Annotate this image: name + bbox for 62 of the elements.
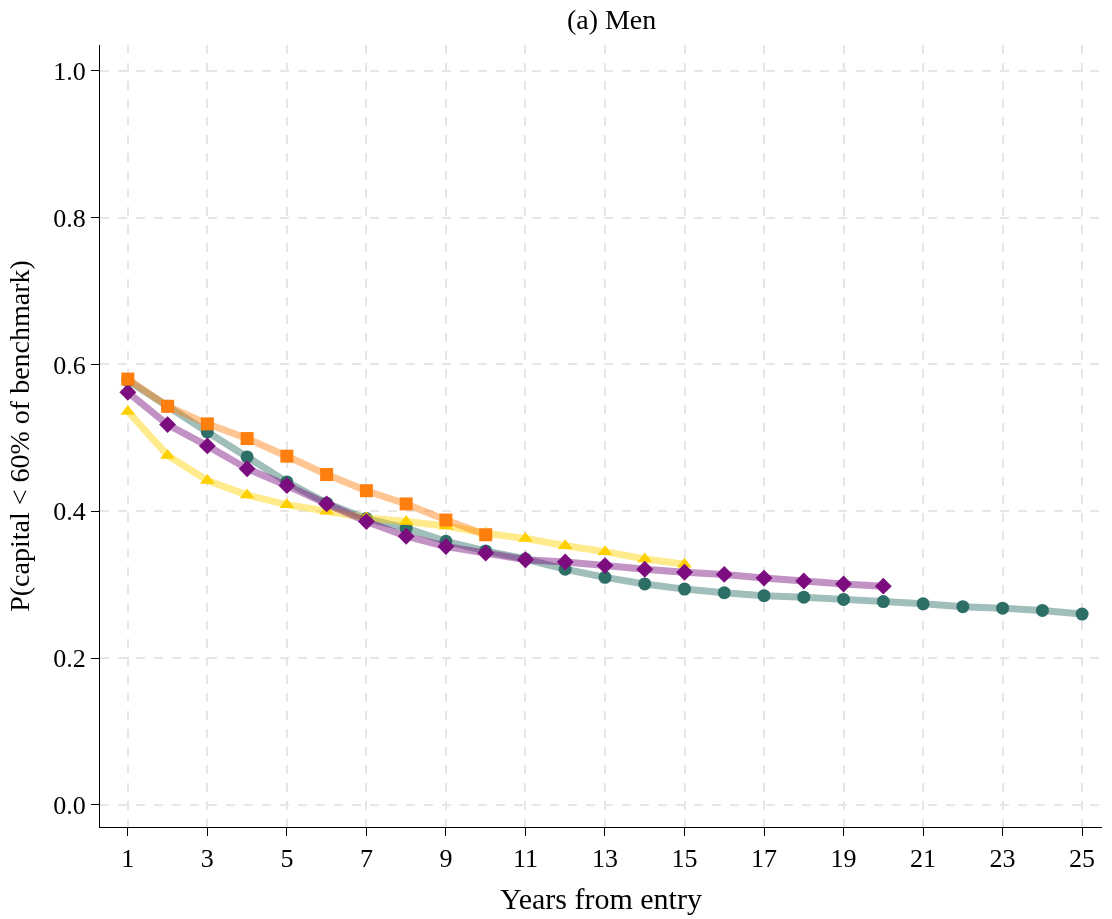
point — [439, 513, 453, 527]
point — [636, 560, 654, 578]
point — [556, 553, 574, 571]
chart-title: (a) Men — [566, 3, 657, 35]
y-tick-label: 0.0 — [53, 791, 86, 821]
point — [399, 497, 413, 511]
point — [397, 527, 415, 545]
y-axis-title: P(capital < 60% of benchmark) — [4, 260, 35, 612]
point — [876, 595, 890, 609]
point — [717, 586, 731, 600]
x-tick-label: 9 — [439, 844, 453, 874]
x-tick-label: 25 — [1069, 844, 1096, 874]
point — [676, 563, 693, 581]
y-tick-label: 0.6 — [53, 350, 86, 380]
y-tick-label: 0.4 — [53, 497, 86, 527]
point — [956, 600, 970, 614]
x-tick-label: 7 — [359, 844, 373, 874]
point — [678, 582, 691, 596]
x-tick-label: 1 — [121, 844, 135, 874]
y-tick-label: 0.2 — [53, 644, 86, 674]
y-tick-label: 0.8 — [53, 203, 86, 233]
point — [996, 601, 1010, 615]
x-axis-title: Years from entry — [500, 881, 702, 915]
x-tick-label: 13 — [591, 844, 618, 874]
x-tick-label: 5 — [280, 844, 294, 874]
point — [916, 597, 930, 611]
x-tick-label: 23 — [989, 844, 1016, 874]
point — [198, 437, 216, 455]
point — [596, 557, 614, 575]
point — [359, 484, 373, 498]
point — [757, 589, 771, 603]
point — [240, 432, 254, 446]
point — [159, 416, 177, 434]
point — [598, 570, 612, 584]
point — [357, 513, 375, 530]
point — [280, 449, 294, 463]
point — [477, 544, 495, 562]
point — [1035, 603, 1049, 617]
point — [119, 383, 137, 401]
point — [240, 450, 254, 464]
point — [797, 590, 811, 604]
x-tick-label: 3 — [200, 844, 214, 874]
point — [479, 528, 493, 542]
y-tick-label: 1.0 — [53, 56, 86, 86]
x-tick-label: 17 — [751, 844, 778, 874]
point — [320, 468, 334, 482]
point — [874, 577, 892, 595]
x-tick-label: 11 — [512, 844, 538, 874]
point — [715, 565, 733, 583]
point — [837, 592, 851, 606]
point — [238, 460, 256, 478]
x-tick-label: 21 — [910, 844, 937, 874]
x-tick-label: 15 — [671, 844, 698, 874]
point — [835, 575, 852, 593]
point — [638, 577, 652, 591]
point — [278, 477, 296, 495]
point — [1075, 607, 1089, 621]
point — [437, 538, 455, 555]
x-tick-label: 19 — [830, 844, 857, 874]
point — [755, 569, 773, 587]
point — [795, 572, 813, 590]
point — [200, 417, 214, 431]
